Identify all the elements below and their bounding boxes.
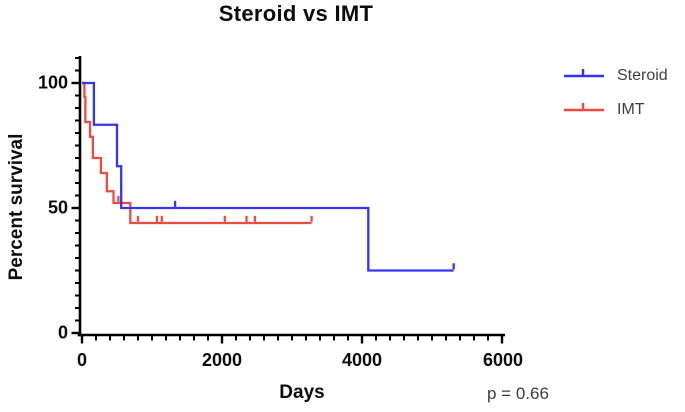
x-axis-title: Days [279,382,325,403]
imt-legend-key-icon [564,103,604,112]
legend-label-imt: IMT [617,101,645,118]
x-tick-label-6000: 6000 [482,350,524,370]
imt-survival-curve [82,81,312,225]
y-tick-label-50: 50 [47,197,68,218]
legend-item-imt: IMT [562,100,645,120]
x-tick-label-4000: 4000 [341,350,383,370]
p-value-annotation: p = 0.66 [487,384,549,403]
steroid-survival-curve [82,81,454,272]
legend-label-steroid: Steroid [617,67,668,84]
steroid-legend-key-icon [564,69,604,78]
y-tick-label-100: 100 [37,72,68,93]
chart-title: Steroid vs IMT [218,1,374,26]
x-tick-label-2000: 2000 [201,350,243,370]
legend-item-steroid: Steroid [562,66,668,86]
y-tick-label-0: 0 [57,322,68,343]
x-tick-label-0: 0 [76,350,87,370]
